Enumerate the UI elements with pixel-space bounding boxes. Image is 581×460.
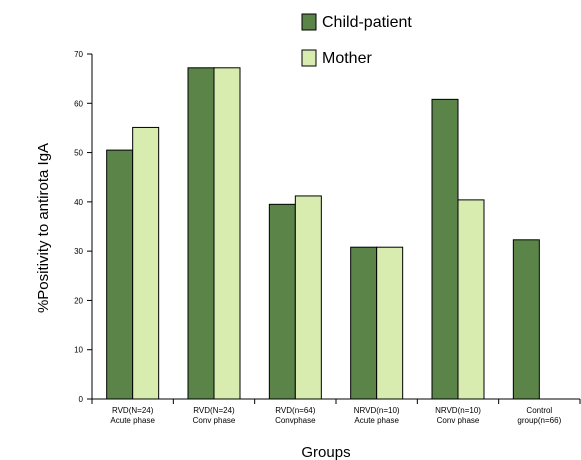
- bar-child-patient: [268, 203, 296, 400]
- bar-child-patient: [187, 67, 215, 400]
- x-category-label: Acute phase: [110, 416, 155, 425]
- bar-mother: [213, 67, 241, 400]
- x-category-label: NRVD(n=10): [354, 406, 400, 415]
- bar-child-patient: [106, 149, 134, 400]
- x-category-label: group(n=66): [517, 416, 561, 425]
- x-category-label: RVD(n=64): [275, 406, 315, 415]
- legend-label: Child-patient: [322, 14, 412, 31]
- bar-child-patient: [512, 239, 540, 400]
- x-axis-title: Groups: [301, 444, 350, 460]
- x-category-label: RVD(N=24): [193, 406, 235, 415]
- y-tick-label: 60: [74, 99, 83, 108]
- bar-child-patient: [431, 98, 459, 400]
- x-category-label: RVD(N=24): [112, 406, 154, 415]
- y-tick-label: 20: [74, 296, 83, 305]
- y-axis: 0 10 20 30 40 50 60 70: [74, 50, 93, 404]
- bars: [106, 67, 540, 400]
- x-category-label: Control: [526, 406, 552, 415]
- x-category-label: Acute phase: [354, 416, 399, 425]
- bar-mother: [132, 126, 160, 400]
- y-tick-label: 70: [74, 50, 83, 59]
- legend-swatch: [301, 49, 317, 67]
- y-tick-label: 40: [74, 198, 83, 207]
- legend-label: Mother: [322, 50, 372, 67]
- bar-mother: [376, 246, 404, 400]
- x-category-label: NRVD(n=10): [435, 406, 481, 415]
- x-category-label: Conv phase: [193, 416, 236, 425]
- bar-mother: [457, 199, 485, 400]
- x-category-label: Convphase: [275, 416, 316, 425]
- legend: Child-patient Mother: [301, 13, 412, 67]
- y-tick-label: 0: [79, 395, 84, 404]
- y-axis-title: %Positivity to antirota IgA: [35, 143, 52, 313]
- bar-child-patient: [350, 246, 378, 400]
- y-tick-label: 30: [74, 247, 83, 256]
- y-tick-label: 10: [74, 346, 83, 355]
- x-category-label: Conv phase: [437, 416, 480, 425]
- bar-mother: [294, 195, 322, 400]
- y-tick-label: 50: [74, 149, 83, 158]
- legend-swatch: [301, 13, 317, 31]
